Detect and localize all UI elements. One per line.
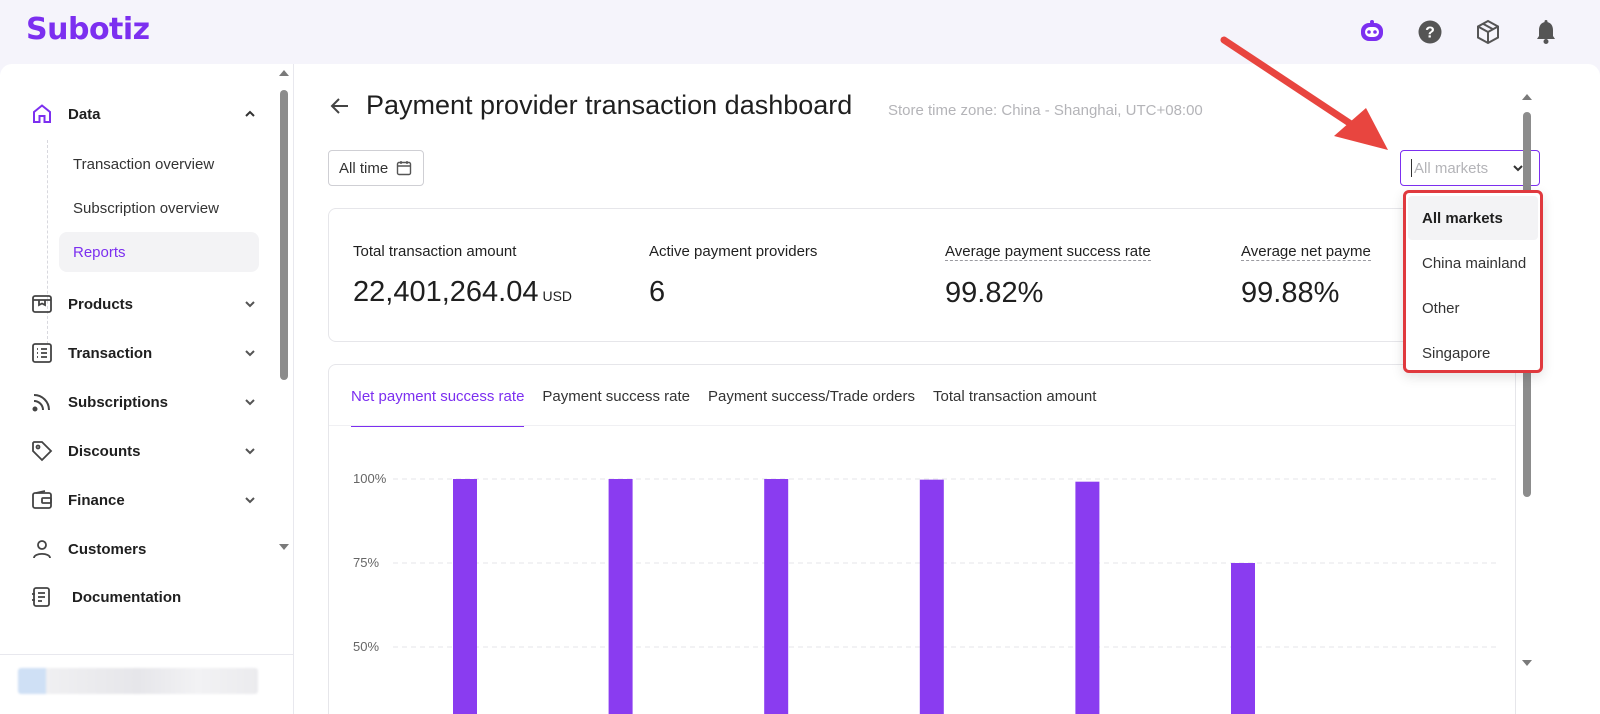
chart-bar[interactable] <box>764 479 789 714</box>
chart-bar[interactable] <box>1075 481 1100 714</box>
tab-payment-success-trade-orders[interactable]: Payment success/Trade orders <box>707 387 916 405</box>
doc-icon <box>28 583 56 611</box>
sidebar-item-customers[interactable]: Customers <box>28 529 258 569</box>
stat-label: Total transaction amount <box>353 243 517 260</box>
tab-payment-success-rate[interactable]: Payment success rate <box>542 387 690 405</box>
sidebar-item-data[interactable]: Data <box>28 94 258 134</box>
scroll-down-icon[interactable] <box>277 542 291 552</box>
chevron-down-icon[interactable] <box>242 492 258 508</box>
sidebar-item-label: Documentation <box>72 588 182 606</box>
y-tick-label: 50% <box>353 639 379 654</box>
stat-value: 99.82% <box>945 277 1044 309</box>
timezone-note: Store time zone: China - Shanghai, UTC+0… <box>888 102 1203 119</box>
chart-card: Net payment success rate Payment success… <box>328 364 1516 714</box>
date-filter-button[interactable]: All time <box>328 150 424 186</box>
svg-text:?: ? <box>1425 25 1435 42</box>
chevron-down-icon[interactable] <box>242 296 258 312</box>
help-icon[interactable]: ? <box>1416 18 1444 46</box>
chart-bar[interactable] <box>1231 563 1255 714</box>
stat-active-providers: Active payment providers 6 <box>649 243 817 309</box>
stat-value: 6 <box>649 276 666 308</box>
sidebar-item-products[interactable]: Products <box>28 284 258 324</box>
scroll-up-icon[interactable] <box>1520 92 1534 102</box>
chevron-down-icon[interactable] <box>242 394 258 410</box>
sidebar-item-transaction[interactable]: Transaction <box>28 333 258 373</box>
market-option-singapore[interactable]: Singapore <box>1422 344 1491 362</box>
tab-net-payment-success-rate[interactable]: Net payment success rate <box>351 365 525 427</box>
bell-icon[interactable] <box>1532 18 1560 46</box>
stat-label[interactable]: Average net payme <box>1241 243 1371 261</box>
user-icon <box>28 535 56 563</box>
page-title: Payment provider transaction dashboard <box>366 90 853 120</box>
stat-avg-success-rate: Average payment success rate 99.82% <box>945 243 1151 310</box>
market-dropdown: All markets China mainland Other Singapo… <box>1403 190 1543 373</box>
back-arrow-icon[interactable] <box>328 94 352 118</box>
tabs-divider <box>329 425 1515 426</box>
sidebar-item-documentation[interactable]: Documentation <box>28 577 258 617</box>
sidebar-subitem-transaction-overview[interactable]: Transaction overview <box>73 155 215 173</box>
main-panel: Payment provider transaction dashboard S… <box>294 64 1600 714</box>
chart-bar[interactable] <box>608 479 633 714</box>
sidebar-item-label: Customers <box>68 540 147 558</box>
chart-bar[interactable] <box>453 479 477 714</box>
submenu-guide <box>47 140 48 344</box>
sidebar-scroll-thumb[interactable] <box>280 90 288 380</box>
sidebar-item-label: Products <box>68 295 134 313</box>
market-option-other[interactable]: Other <box>1422 299 1460 317</box>
wallet-icon <box>28 486 56 514</box>
list-icon <box>28 339 56 367</box>
sidebar-item-discounts[interactable]: Discounts <box>28 431 258 471</box>
stat-value: 22,401,264.04 USD <box>353 276 573 308</box>
stat-label: Active payment providers <box>649 243 818 260</box>
annotation-arrow-icon <box>1220 36 1388 150</box>
sidebar-scrollbar[interactable] <box>277 68 291 556</box>
calendar-icon <box>396 161 412 176</box>
sidebar-subitem-reports[interactable]: Reports <box>59 232 259 272</box>
y-tick-label: 100% <box>353 471 387 486</box>
scroll-up-icon[interactable] <box>277 68 291 78</box>
market-option-china-mainland[interactable]: China mainland <box>1422 254 1527 272</box>
logo: Subotiz <box>26 12 150 47</box>
scroll-down-icon[interactable] <box>1520 658 1534 668</box>
chevron-down-icon[interactable] <box>242 345 258 361</box>
stat-total-amount: Total transaction amount 22,401,264.04 US… <box>353 243 572 309</box>
sidebar-subitem-subscription-overview[interactable]: Subscription overview <box>73 199 219 217</box>
stat-value: 99.88% <box>1241 277 1340 309</box>
main-scrollbar[interactable] <box>1520 92 1534 672</box>
chart-bar[interactable] <box>919 479 944 714</box>
chart-tabs: Net payment success rate Payment success… <box>351 365 1096 427</box>
package-icon[interactable] <box>1474 18 1502 46</box>
home-icon <box>28 100 56 128</box>
date-filter-label: All time <box>339 159 389 177</box>
sidebar-item-finance[interactable]: Finance <box>28 480 258 520</box>
stat-avg-net-success-rate: Average net payme 99.88% <box>1241 243 1371 310</box>
market-select[interactable] <box>1400 150 1540 186</box>
bar-chart: 100% 75% 50% <box>353 471 1497 714</box>
tab-total-transaction-amount[interactable]: Total transaction amount <box>933 387 1097 405</box>
sidebar-item-label: Finance <box>68 491 125 509</box>
stats-card: Total transaction amount 22,401,264.04 US… <box>328 208 1506 342</box>
y-tick-label: 75% <box>353 555 379 570</box>
chevron-down-icon[interactable] <box>1511 161 1525 175</box>
sidebar-item-subscriptions[interactable]: Subscriptions <box>28 382 258 422</box>
sidebar-item-label: Discounts <box>68 442 141 460</box>
assistant-icon[interactable] <box>1358 18 1386 46</box>
market-option-all[interactable]: All markets <box>1408 196 1538 240</box>
sidebar-item-label: Transaction <box>68 344 153 362</box>
stat-label[interactable]: Average payment success rate <box>945 243 1151 261</box>
account-info-blurred[interactable] <box>18 668 258 694</box>
sidebar: Data Transaction overview Subscription o… <box>0 64 294 714</box>
stat-unit: USD <box>542 288 573 304</box>
market-search-input[interactable] <box>1414 159 1506 177</box>
tag-icon <box>28 437 56 465</box>
chevron-up-icon[interactable] <box>242 106 258 122</box>
sidebar-divider <box>0 654 293 655</box>
text-cursor <box>1411 159 1412 177</box>
top-bar: Subotiz ? <box>0 0 1600 64</box>
chevron-down-icon[interactable] <box>242 443 258 459</box>
sidebar-item-label: Data <box>68 105 101 123</box>
sidebar-item-label: Subscriptions <box>68 393 169 411</box>
rss-icon <box>28 388 56 416</box>
products-icon <box>28 290 56 318</box>
